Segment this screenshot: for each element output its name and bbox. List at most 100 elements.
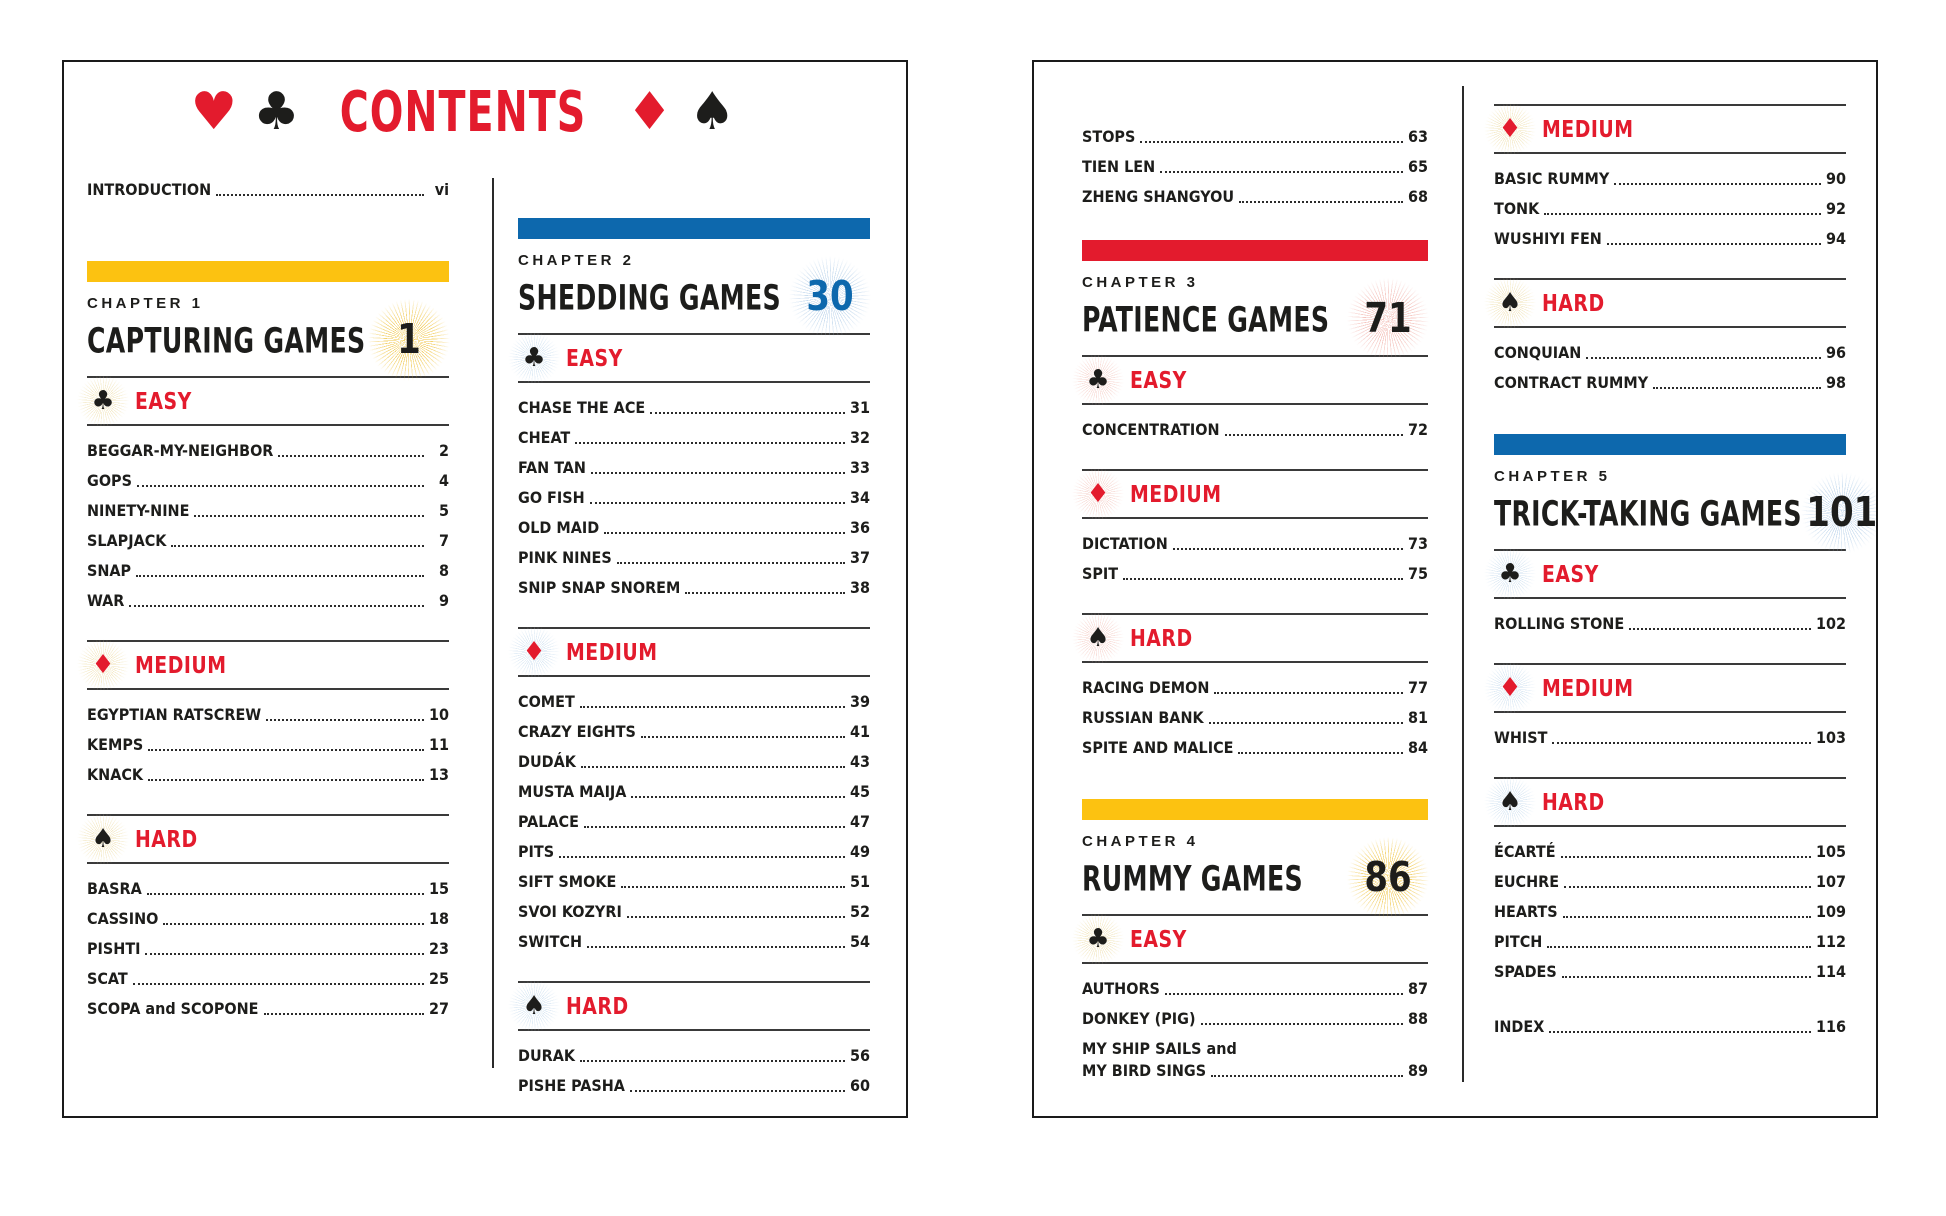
section-heading: ♠ HARD [87,823,449,855]
entry-page-number: 73 [1407,534,1428,553]
dot-leader [629,1090,845,1092]
entry-label: SCOPA and SCOPONE [87,999,259,1018]
chapter-kicker: CHAPTER 2 [518,252,635,269]
section-heading: ♦ MEDIUM [1494,113,1846,145]
chapter-title-row: PATIENCE GAMES 71 [1082,293,1428,345]
entry-page-number: 107 [1815,872,1846,891]
difficulty-section: ♦ MEDIUM COMET 39 CRAZY EIGHTS 41 DUDÁK 43 MUSTA… [518,627,870,951]
entry-page-number: 38 [849,578,870,597]
suit-glow: ♦ [1494,672,1526,704]
toc-entry-list: WHIST 103 [1494,713,1846,747]
dot-leader [589,502,845,504]
difficulty-label: MEDIUM [1542,115,1634,143]
column-divider [1462,86,1464,1082]
entry-page-number: 11 [428,735,449,754]
difficulty-section: ♠ HARD DURAK 56 PISHE PASHA 60 [518,981,870,1095]
toc-entry: DICTATION 73 [1082,534,1428,553]
dot-leader [146,893,424,895]
chapter-page-burst: 101 [1802,473,1876,553]
entry-page-number: 47 [849,812,870,831]
entry-label: FAN TAN [518,458,586,477]
dot-leader [1629,628,1811,630]
standalone-entry: INTRODUCTION vi [87,180,449,199]
chapter-title: TRICK-TAKING GAMES [1494,492,1802,534]
toc-entry: SNIP SNAP SNOREM 38 [518,578,870,597]
entry-label: SCAT [87,969,128,988]
toc-entry: SVOI KOZYRI 52 [518,902,870,921]
dot-leader [194,515,424,517]
dot-leader [263,1013,424,1015]
diamond-icon: ♦ [1086,479,1110,509]
entry-label: WAR [87,591,125,610]
suit-glow: ♠ [518,990,550,1022]
entry-page-number: 43 [849,752,870,771]
toc-column-1: INTRODUCTION vi CHAPTER 1 CAPTURING GAMES 1 ♣… [87,180,449,1029]
chapter-kicker: CHAPTER 4 [1082,833,1199,850]
toc-entry: FAN TAN 33 [518,458,870,477]
dot-leader [616,562,845,564]
entry-label: DURAK [518,1046,576,1065]
entry-page-number: 77 [1407,678,1428,697]
entry-label: SPITE AND MALICE [1082,738,1234,757]
toc-entry: SCOPA and SCOPONE 27 [87,999,449,1018]
difficulty-label: HARD [1542,289,1605,317]
difficulty-label: HARD [1542,788,1605,816]
entry-label: EGYPTIAN RATSCREW [87,705,262,724]
chapter-title: PATIENCE GAMES [1082,298,1330,340]
section-heading: ♣ EASY [1082,923,1428,955]
toc-entry-list: CHASE THE ACE 31 CHEAT 32 FAN TAN 33 GO FISH 34… [518,383,870,597]
entry-page-number: 49 [849,842,870,861]
suit-glow: ♠ [1082,622,1114,654]
difficulty-label: MEDIUM [135,651,227,679]
entry-label: STOPS [1082,127,1136,146]
toc-entry: EUCHRE 107 [1494,872,1846,891]
difficulty-label: MEDIUM [1542,674,1634,702]
dot-leader [626,916,845,918]
entry-page-number: 90 [1825,169,1846,188]
toc-column-4: ♦ MEDIUM BASIC RUMMY 90 TONK 92 WUSHIYI FEN 94 ♠… [1494,104,1876,1047]
chapter-color-bar [1082,240,1428,261]
entry-label: CONTRACT RUMMY [1494,373,1649,392]
entry-page-number: 52 [849,902,870,921]
dot-leader [685,592,845,594]
toc-entry: KEMPS 11 [87,735,449,754]
suit-glow: ♣ [87,385,119,417]
toc-entry: CONQUIAN 96 [1494,343,1846,362]
suit-glow: ♦ [1494,113,1526,145]
entry-label: MY BIRD SINGS [1082,1061,1207,1080]
toc-entry: SPITE AND MALICE 84 [1082,738,1428,757]
dot-leader [579,706,845,708]
entry-label: INTRODUCTION [87,180,212,199]
dot-leader [132,983,424,985]
entry-page-number: 56 [849,1046,870,1065]
entry-label: DUDÁK [518,752,576,771]
entry-label: AUTHORS [1082,979,1160,998]
entry-label: WUSHIYI FEN [1494,229,1602,248]
toc-entry: CONTRACT RUMMY 98 [1494,373,1846,392]
dot-leader [640,736,845,738]
suit-glow: ♣ [1494,558,1526,590]
toc-entry-list: COMET 39 CRAZY EIGHTS 41 DUDÁK 43 MUSTA MAIJA 4… [518,677,870,951]
toc-entry: BASRA 15 [87,879,449,898]
section-heading: ♣ EASY [1494,558,1846,590]
spade-icon: ♠ [1498,288,1522,318]
entry-page-number: 96 [1825,343,1846,362]
section-heading: ♣ EASY [1082,364,1428,396]
contents-header: ♥ ♣ CONTENTS ♦ ♠ [87,79,839,144]
entry-label: SNIP SNAP SNOREM [518,578,681,597]
dot-leader [145,953,424,955]
diamond-icon: ♦ [1498,673,1522,703]
diamond-icon: ♦ [91,650,115,680]
chapter-page-number: 30 [806,273,854,321]
chapter-page-burst: 1 [369,300,449,380]
entry-page-number: 105 [1815,842,1846,861]
entry-page-number: 109 [1815,902,1846,921]
club-icon: ♣ [1086,365,1110,395]
dot-leader [266,719,424,721]
section-heading: ♣ EASY [87,385,449,417]
entry-page-number: 4 [438,471,449,490]
suit-glow: ♦ [1082,478,1114,510]
entry-page-number: 18 [428,909,449,928]
toc-entry: INDEX 116 [1494,1017,1846,1036]
dot-leader [1653,387,1821,389]
